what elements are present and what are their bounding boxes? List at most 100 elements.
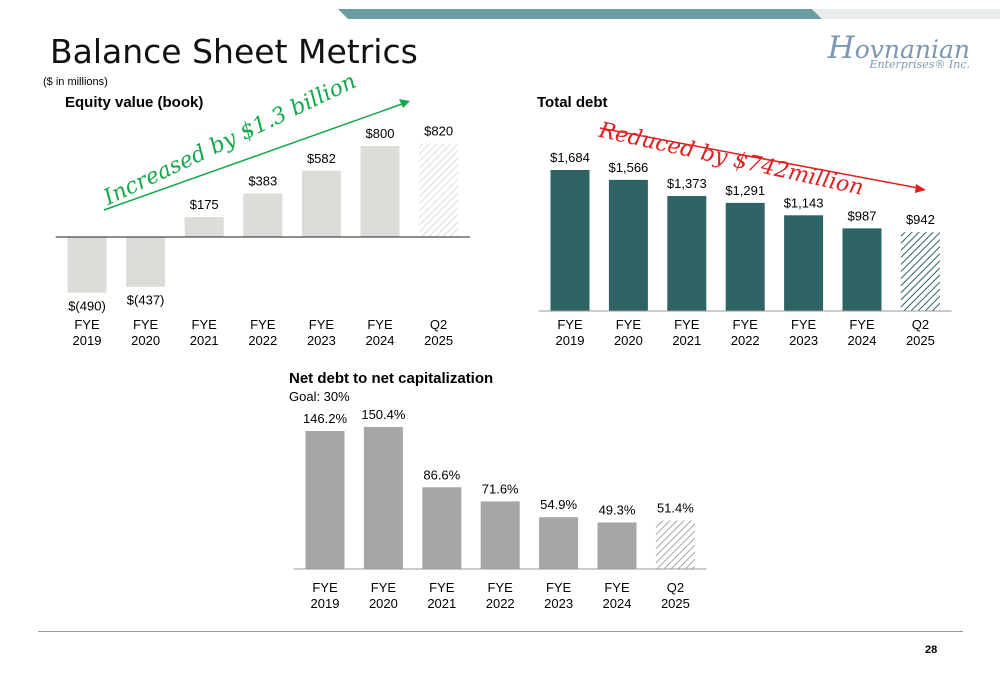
netdebt-data-label: 86.6% (423, 467, 460, 482)
equity-category-label: FYE (367, 317, 393, 332)
equity-data-label: $582 (307, 151, 336, 166)
netdebt-data-label: 54.9% (540, 497, 577, 512)
netdebt-chart-title: Net debt to net capitalization (289, 370, 494, 387)
stripe-light-band (812, 9, 1000, 19)
debt-category-label: 2020 (614, 333, 643, 348)
equity-bar (184, 217, 224, 237)
equity-data-label: $800 (366, 126, 395, 141)
equity-category-label: 2021 (190, 333, 219, 348)
netdebt-category-label: 2019 (311, 596, 340, 611)
debt-category-label: FYE (733, 317, 759, 332)
netdebt-category-label: FYE (312, 580, 338, 595)
debt-trend-arrow (599, 127, 926, 193)
equity-category-label: 2025 (424, 333, 453, 348)
equity-chart: $(490)FYE2019$(437)FYE2020$175FYE2021$38… (55, 99, 470, 348)
equity-bar (126, 237, 166, 287)
equity-category-label: 2020 (131, 333, 160, 348)
equity-category-label: FYE (74, 317, 100, 332)
debt-data-label: $1,684 (550, 150, 590, 165)
debt-bar (842, 228, 882, 311)
netdebt-data-label: 146.2% (303, 411, 348, 426)
equity-category-label: FYE (250, 317, 276, 332)
netdebt-bar (422, 487, 462, 569)
logo-wordmark: Hovnanian (828, 30, 970, 66)
debt-chart: $1,684FYE2019$1,566FYE2020$1,373FYE2021$… (538, 127, 952, 348)
debt-bar (550, 170, 590, 311)
debt-category-label: 2021 (672, 333, 701, 348)
netdebt-bar (305, 431, 345, 569)
debt-bar (900, 232, 940, 311)
netdebt-category-label: FYE (371, 580, 397, 595)
netdebt-category-label: 2020 (369, 596, 398, 611)
debt-data-label: $987 (848, 208, 877, 223)
netdebt-data-label: 71.6% (482, 481, 519, 496)
equity-bar (360, 146, 400, 237)
top-accent-stripe (338, 9, 1000, 19)
debt-data-label: $942 (906, 212, 935, 227)
debt-chart-title: Total debt (537, 94, 608, 111)
netdebt-bar (597, 522, 637, 569)
debt-category-label: FYE (616, 317, 642, 332)
stripe-teal-band (338, 9, 822, 19)
footer-divider (38, 631, 963, 632)
equity-data-label: $820 (424, 124, 453, 139)
debt-category-label: 2022 (731, 333, 760, 348)
equity-chart-title: Equity value (book) (65, 94, 204, 111)
logo-subtitle: Enterprises® Inc. (869, 58, 970, 71)
debt-category-label: FYE (849, 317, 875, 332)
debt-bar (784, 215, 824, 311)
equity-category-label: 2022 (248, 333, 277, 348)
equity-data-label: $(490) (68, 299, 106, 314)
debt-category-label: 2023 (789, 333, 818, 348)
equity-category-label: 2019 (73, 333, 102, 348)
debt-bar (608, 179, 648, 311)
page-title: Balance Sheet Metrics (50, 32, 418, 71)
debt-category-label: FYE (674, 317, 700, 332)
debt-category-label: 2024 (848, 333, 877, 348)
equity-category-label: 2023 (307, 333, 336, 348)
equity-bar (419, 143, 459, 237)
netdebt-category-label: FYE (546, 580, 572, 595)
equity-category-label: 2024 (366, 333, 395, 348)
equity-data-label: $(437) (127, 293, 165, 308)
netdebt-category-label: 2021 (427, 596, 456, 611)
debt-data-label: $1,566 (609, 160, 649, 175)
netdebt-category-label: FYE (488, 580, 514, 595)
netdebt-chart: 146.2%FYE2019150.4%FYE202086.6%FYE202171… (293, 407, 707, 611)
netdebt-goal-label: Goal: 30% (289, 389, 350, 404)
equity-bar (67, 237, 107, 293)
equity-category-label: FYE (309, 317, 335, 332)
netdebt-category-label: 2025 (661, 596, 690, 611)
logo-name: ovnanian (854, 35, 970, 64)
equity-trend-arrow (103, 99, 410, 211)
equity-bar (243, 193, 283, 237)
debt-category-label: FYE (557, 317, 583, 332)
netdebt-data-label: 51.4% (657, 500, 694, 515)
debt-bar (725, 202, 765, 311)
netdebt-bar (655, 520, 695, 569)
debt-category-label: 2019 (556, 333, 585, 348)
equity-category-label: Q2 (430, 317, 447, 332)
netdebt-category-label: 2024 (603, 596, 632, 611)
equity-data-label: $383 (248, 173, 277, 188)
debt-category-label: 2025 (906, 333, 935, 348)
logo-initial: H (827, 30, 855, 66)
debt-category-label: FYE (791, 317, 817, 332)
units-note: ($ in millions) (43, 76, 108, 88)
netdebt-category-label: 2023 (544, 596, 573, 611)
equity-data-label: $175 (190, 197, 219, 212)
netdebt-data-label: 150.4% (361, 407, 406, 422)
debt-data-label: $1,143 (784, 195, 824, 210)
debt-data-label: $1,291 (725, 183, 765, 198)
netdebt-category-label: Q2 (667, 580, 684, 595)
netdebt-bar (480, 501, 520, 569)
netdebt-bar (363, 427, 403, 569)
equity-bar (301, 170, 341, 237)
netdebt-category-label: FYE (429, 580, 455, 595)
netdebt-category-label: FYE (604, 580, 630, 595)
netdebt-bar (539, 517, 579, 569)
netdebt-category-label: 2022 (486, 596, 515, 611)
company-logo: Hovnanian Enterprises® Inc. (828, 30, 970, 72)
netdebt-data-label: 49.3% (599, 502, 636, 517)
page-number: 28 (925, 644, 938, 656)
